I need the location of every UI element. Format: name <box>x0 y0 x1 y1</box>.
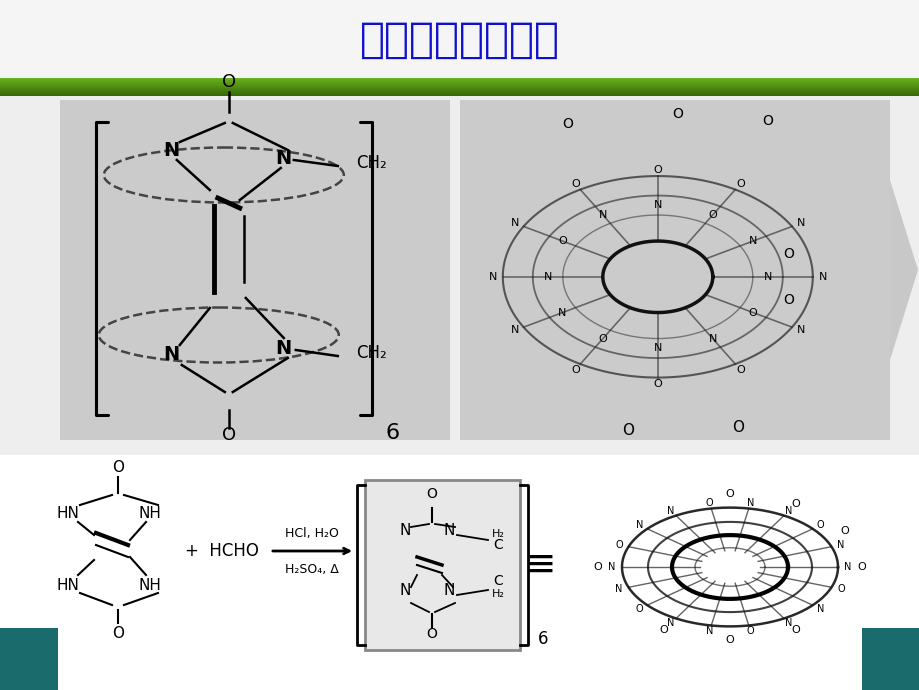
Polygon shape <box>889 180 917 360</box>
Text: N: N <box>666 506 674 516</box>
Text: O: O <box>571 179 579 189</box>
Bar <box>60 100 449 440</box>
Text: O: O <box>221 426 235 444</box>
Text: O: O <box>426 627 437 641</box>
Text: H₂: H₂ <box>491 529 504 539</box>
Bar <box>460 100 889 440</box>
Text: O: O <box>593 562 602 572</box>
Bar <box>0 455 919 690</box>
Text: N: N <box>844 562 851 572</box>
Text: O: O <box>731 420 743 435</box>
Text: O: O <box>652 164 662 175</box>
Text: N: N <box>796 326 804 335</box>
Text: NH: NH <box>139 578 161 593</box>
Text: H₂SO₄, Δ: H₂SO₄, Δ <box>285 562 338 575</box>
Text: 6: 6 <box>385 423 400 443</box>
Text: N: N <box>443 523 454 538</box>
Text: N: N <box>488 272 496 282</box>
Text: O: O <box>762 114 772 128</box>
Text: N: N <box>652 200 662 210</box>
Text: O: O <box>659 625 667 635</box>
Text: O: O <box>748 308 756 317</box>
Bar <box>0 628 58 690</box>
Bar <box>0 0 919 78</box>
Text: O: O <box>782 247 793 261</box>
Text: O: O <box>782 293 793 306</box>
Text: N: N <box>399 583 410 598</box>
Text: N: N <box>164 346 180 364</box>
Text: N: N <box>748 236 756 246</box>
Text: N: N <box>164 141 180 159</box>
Text: C: C <box>493 574 503 588</box>
Text: CH₂: CH₂ <box>356 154 386 172</box>
Text: O: O <box>708 210 717 220</box>
Text: NH: NH <box>139 506 161 520</box>
Text: O: O <box>735 365 743 375</box>
Text: 6: 6 <box>538 630 548 648</box>
Text: O: O <box>621 423 633 437</box>
Text: HCl, H₂O: HCl, H₂O <box>285 526 338 540</box>
Text: O: O <box>652 379 662 389</box>
Text: O: O <box>221 73 235 91</box>
Text: O: O <box>725 489 733 500</box>
Bar <box>0 96 919 690</box>
Text: HN: HN <box>56 506 79 520</box>
Text: N: N <box>276 339 291 357</box>
Text: O: O <box>836 584 844 594</box>
Text: N: N <box>785 618 792 628</box>
Text: N: N <box>785 506 792 516</box>
Text: N: N <box>666 618 674 628</box>
Text: O: O <box>725 635 733 644</box>
Text: O: O <box>571 365 579 375</box>
Text: N: N <box>796 218 804 228</box>
Text: HN: HN <box>56 578 79 593</box>
Text: N: N <box>708 334 716 344</box>
Text: H₂: H₂ <box>491 589 504 599</box>
Bar <box>861 628 919 690</box>
Text: O: O <box>558 236 566 246</box>
Text: N: N <box>510 218 518 228</box>
Text: O: O <box>839 526 847 535</box>
Text: N: N <box>443 583 454 598</box>
Text: O: O <box>857 562 866 572</box>
Text: N: N <box>558 308 566 317</box>
Text: O: O <box>735 179 743 189</box>
Text: O: O <box>672 107 683 121</box>
Text: O: O <box>112 626 124 640</box>
Text: O: O <box>790 625 800 635</box>
Text: N: N <box>543 272 551 282</box>
Text: N: N <box>818 272 826 282</box>
Text: O: O <box>816 520 823 531</box>
Text: N: N <box>399 523 410 538</box>
Text: N: N <box>816 604 823 613</box>
FancyBboxPatch shape <box>365 480 519 650</box>
Text: ≡: ≡ <box>523 546 556 584</box>
Text: N: N <box>763 272 771 282</box>
Text: 葫芦脲类主体物质: 葫芦脲类主体物质 <box>359 19 560 61</box>
Text: N: N <box>705 626 712 636</box>
Text: +  HCHO: + HCHO <box>185 542 258 560</box>
Text: N: N <box>836 540 844 550</box>
Text: O: O <box>705 498 712 508</box>
Text: C: C <box>493 538 503 552</box>
Text: N: N <box>276 148 291 168</box>
Text: O: O <box>746 626 754 636</box>
Text: O: O <box>615 540 622 550</box>
Text: N: N <box>635 520 642 531</box>
Text: O: O <box>426 487 437 501</box>
Text: N: N <box>607 562 615 572</box>
Text: N: N <box>615 584 622 594</box>
Text: N: N <box>510 326 518 335</box>
Text: O: O <box>112 460 124 475</box>
Text: N: N <box>598 210 607 220</box>
Text: N: N <box>746 498 754 508</box>
Text: CH₂: CH₂ <box>356 344 386 362</box>
Text: O: O <box>635 604 642 613</box>
Text: N: N <box>652 344 662 353</box>
Text: O: O <box>597 334 607 344</box>
Text: O: O <box>562 117 573 131</box>
Text: O: O <box>790 499 800 509</box>
